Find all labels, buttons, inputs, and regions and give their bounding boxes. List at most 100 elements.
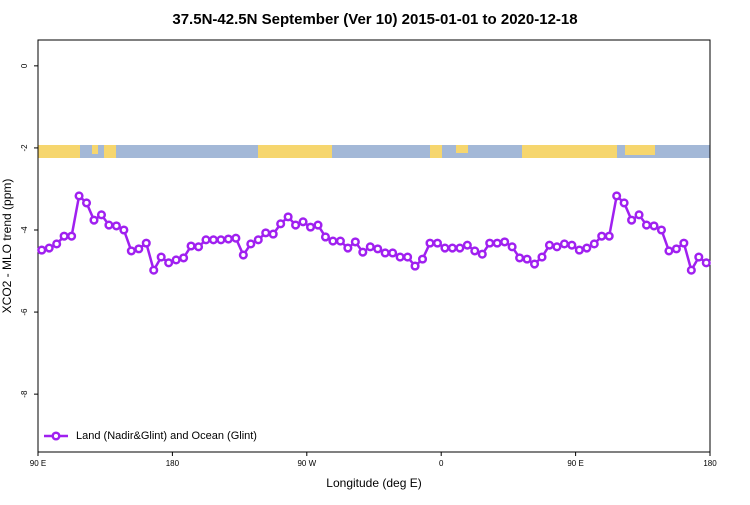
land-mask-strip	[38, 145, 710, 158]
data-point	[507, 242, 517, 252]
land-band	[625, 145, 655, 155]
data-point	[403, 252, 413, 262]
data-point	[96, 210, 107, 220]
data-point	[201, 235, 211, 245]
data-point	[694, 252, 704, 262]
data-point	[179, 253, 189, 263]
land-band	[258, 145, 332, 158]
data-point	[313, 220, 323, 230]
data-point	[410, 261, 420, 271]
data-point	[470, 246, 480, 256]
data-point	[477, 249, 487, 259]
data-point	[634, 210, 644, 220]
data-point	[500, 237, 510, 247]
land-band	[522, 145, 617, 158]
data-point	[544, 240, 555, 250]
y-axis-label: XCO2 - MLO trend (ppm)	[0, 179, 14, 314]
legend-label: Land (Nadir&Glint) and Ocean (Glint)	[76, 430, 257, 442]
data-point	[358, 247, 368, 257]
data-point	[268, 229, 278, 239]
data-point	[515, 253, 525, 263]
data-point	[522, 254, 532, 264]
data-point	[455, 243, 465, 253]
data-point	[671, 244, 681, 254]
data-point	[649, 221, 659, 231]
data-point	[283, 212, 293, 222]
data-point	[208, 235, 219, 245]
data-point	[231, 233, 241, 243]
data-point	[156, 252, 166, 262]
y-tick-label: 0	[20, 63, 29, 68]
data-point	[388, 248, 398, 258]
data-point	[679, 238, 689, 248]
data-point	[276, 219, 286, 229]
data-point	[537, 252, 547, 262]
data-point	[320, 232, 331, 242]
data-point	[186, 241, 196, 251]
data-point	[627, 215, 637, 225]
data-point	[425, 238, 435, 248]
data-point	[373, 244, 383, 254]
data-point	[37, 245, 47, 255]
data-point	[44, 243, 54, 253]
data-point	[582, 243, 592, 253]
data-point	[261, 228, 271, 238]
data-point	[59, 231, 69, 241]
data-point	[380, 248, 390, 258]
y-tick-label: -4	[20, 226, 29, 234]
data-point	[612, 191, 622, 201]
data-point	[604, 231, 614, 241]
data-point	[74, 191, 84, 201]
data-point	[81, 198, 92, 208]
data-point	[552, 242, 562, 252]
data-point	[67, 231, 77, 241]
data-point	[485, 238, 495, 248]
data-point	[574, 245, 584, 255]
data-point	[432, 238, 443, 248]
data-point	[641, 220, 652, 230]
land-band	[104, 145, 116, 158]
data-point	[291, 220, 301, 230]
y-tick-label: -6	[20, 308, 29, 316]
data-point	[656, 225, 667, 235]
data-point	[492, 238, 502, 248]
data-point	[664, 246, 674, 256]
data-point	[440, 243, 450, 253]
data-point	[529, 259, 540, 269]
x-tick-label: 90 E	[30, 459, 46, 468]
x-tick-label: 180	[703, 459, 717, 468]
data-point	[193, 242, 204, 252]
x-tick-label: 90 E	[567, 459, 583, 468]
data-point	[447, 243, 457, 253]
data-point	[559, 239, 569, 249]
data-point	[216, 235, 226, 245]
data-point	[343, 243, 353, 253]
legend-marker	[51, 431, 61, 441]
data-point	[253, 235, 263, 245]
x-tick-label: 90 W	[297, 459, 316, 468]
data-point	[298, 217, 308, 227]
land-band	[38, 145, 80, 158]
data-point	[328, 236, 338, 246]
y-tick-label: -2	[20, 144, 29, 152]
data-point	[89, 215, 99, 225]
data-point	[335, 236, 345, 246]
data-point	[619, 198, 629, 208]
data-point	[141, 238, 151, 248]
data-point	[104, 220, 114, 230]
data-point	[134, 244, 144, 254]
data-point	[395, 252, 405, 262]
data-point	[119, 225, 129, 235]
plot-frame	[37, 39, 711, 453]
x-axis-label: Longitude (deg E)	[326, 476, 421, 490]
data-point	[223, 234, 233, 244]
data-point	[164, 258, 174, 268]
data-point	[589, 239, 599, 249]
data-point	[126, 246, 136, 256]
data-point	[686, 265, 696, 275]
data-point	[417, 254, 428, 264]
data-point	[171, 255, 181, 265]
y-tick-label: -8	[20, 390, 29, 398]
land-band	[92, 145, 98, 154]
